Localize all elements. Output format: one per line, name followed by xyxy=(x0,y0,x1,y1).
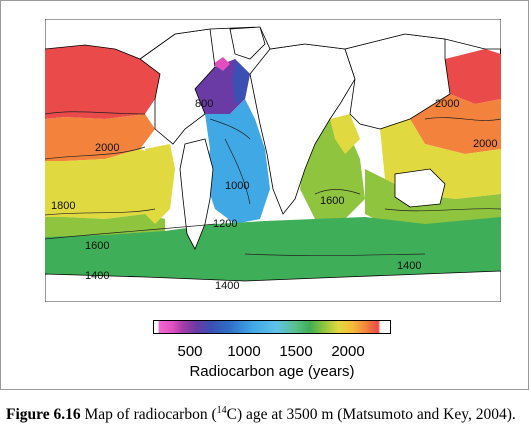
west-pacific-red xyxy=(445,49,501,104)
contour-label: 2000 xyxy=(473,138,497,150)
colorbar-label: Radiocarbon age (years) xyxy=(189,363,355,380)
pacific-orange-band xyxy=(45,114,155,161)
north-pacific-ocean xyxy=(45,45,160,119)
pacific-coast-left xyxy=(45,19,501,60)
east-pacific-ocean xyxy=(145,144,175,224)
pacific-yellow-band xyxy=(45,149,170,219)
colorbar-tick: 500 xyxy=(177,343,203,360)
colorbar xyxy=(153,320,391,334)
atlantic-blue xyxy=(205,99,270,224)
contour-label: 2000 xyxy=(435,98,459,110)
contour-label: 1400 xyxy=(397,260,421,272)
contour-lines xyxy=(45,111,501,256)
figure-number: Figure 6.16 xyxy=(6,406,81,424)
caption-text: Map of radiocarbon ( xyxy=(80,406,217,424)
caption-text-end: C) age at 3500 m (Matsumoto and Key, 200… xyxy=(226,406,516,424)
colorbar-tick: 1500 xyxy=(279,343,313,360)
contour-label: 1800 xyxy=(51,200,75,212)
contour-label: 1400 xyxy=(85,270,109,282)
contour-label: 2000 xyxy=(95,142,119,154)
australia-land xyxy=(394,168,446,208)
contour-label: 800 xyxy=(195,98,213,110)
colorbar-tick: 2000 xyxy=(331,343,365,360)
north-atlantic-magenta xyxy=(213,57,230,71)
atlantic-deep-blue xyxy=(233,59,250,104)
contour-label: 1600 xyxy=(320,195,344,207)
figure-panel: 800 2000 2000 2000 1000 1200 1800 1600 1… xyxy=(0,0,529,390)
contour-label: 1200 xyxy=(213,218,237,230)
antarctica-land xyxy=(45,270,501,302)
south-america-land xyxy=(179,138,214,250)
radiocarbon-map: 800 2000 2000 2000 1000 1200 1800 1600 1… xyxy=(45,19,501,302)
caption-superscript: 14 xyxy=(216,405,227,416)
figure-caption: Figure 6.16 Map of radiocarbon (14C) age… xyxy=(6,401,526,425)
contour-label: 1000 xyxy=(225,180,249,192)
colorbar-tick: 1000 xyxy=(227,343,261,360)
contour-label: 1600 xyxy=(85,240,109,252)
southern-ocean xyxy=(45,217,501,281)
contour-label: 1400 xyxy=(215,280,239,292)
indian-ocean-yellow xyxy=(330,114,360,154)
